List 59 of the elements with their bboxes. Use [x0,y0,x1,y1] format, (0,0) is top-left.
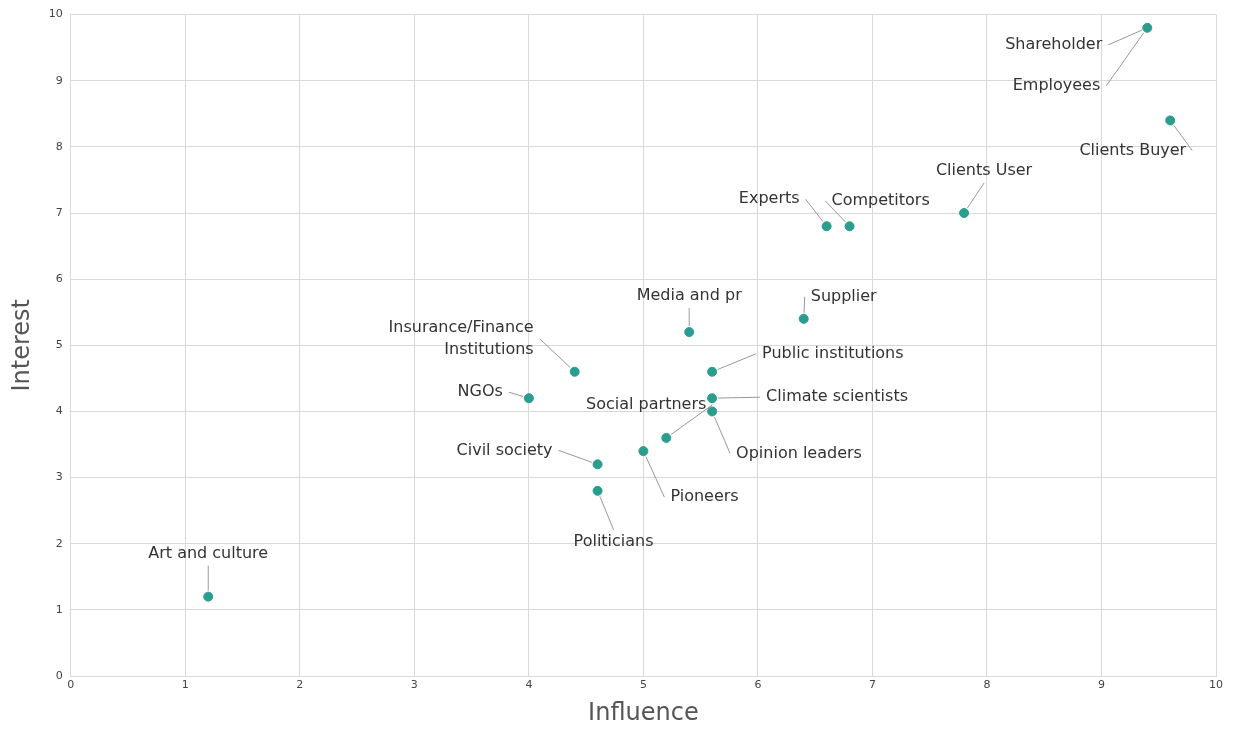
point [203,591,214,602]
annotation: Clients User [935,160,1033,180]
x-tick-label: 3 [410,678,418,692]
x-tick-label: 1 [181,678,189,692]
x-axis-title: Influence [588,697,699,726]
x-tick-label: 6 [754,678,762,692]
annotation: Public institutions [762,342,904,362]
annotation: Insurance/Finance Institutions [388,316,534,358]
annotation: Social partners [586,394,707,414]
point [707,366,718,377]
y-tick-label: 9 [55,73,63,87]
x-tick-label: 10 [1209,678,1223,692]
point [569,366,580,377]
annotation: Experts [738,188,800,208]
annotation: Politicians [573,530,654,550]
annotation: Clients Buyer [1079,139,1187,159]
y-tick-label: 1 [55,602,63,616]
annotation: Civil society [456,439,553,459]
annotation: Media and pr [636,285,743,305]
x-tick-label: 7 [868,678,876,692]
point [592,459,603,470]
point [707,393,718,404]
y-axis-title: Interest [6,299,35,392]
y-tick-label: 6 [55,272,63,286]
point [844,221,855,232]
point [684,327,695,338]
annotation: Art and culture [148,542,269,562]
annotation: Employees [1012,74,1101,94]
x-tick-label: 5 [639,678,647,692]
y-tick-label: 0 [55,668,63,682]
y-tick-label: 4 [55,404,63,418]
point [707,406,718,417]
point [523,393,534,404]
point [661,432,672,443]
y-tick-label: 10 [48,7,63,21]
y-tick-label: 7 [55,205,63,219]
point [1165,115,1176,126]
point [592,485,603,496]
x-tick-label: 8 [983,678,991,692]
annotation: Shareholder [1005,33,1103,53]
annotation: Climate scientists [766,386,908,406]
point [959,208,970,219]
x-tick-label: 9 [1097,678,1105,692]
x-tick-label: 4 [525,678,533,692]
point [1142,22,1153,33]
point [798,313,809,324]
annotation: Supplier [810,286,878,305]
y-tick-label: 2 [55,536,63,550]
point [821,221,832,232]
y-tick-label: 8 [55,139,63,153]
x-tick-label: 0 [67,678,75,692]
x-tick-label: 2 [296,678,304,692]
annotation: NGOs [457,381,503,401]
annotation: Pioneers [670,486,739,506]
annotation: Competitors [831,190,930,210]
annotation: Opinion leaders [736,442,862,462]
y-tick-label: 5 [55,338,63,352]
y-tick-label: 3 [55,470,63,484]
point [638,446,649,457]
